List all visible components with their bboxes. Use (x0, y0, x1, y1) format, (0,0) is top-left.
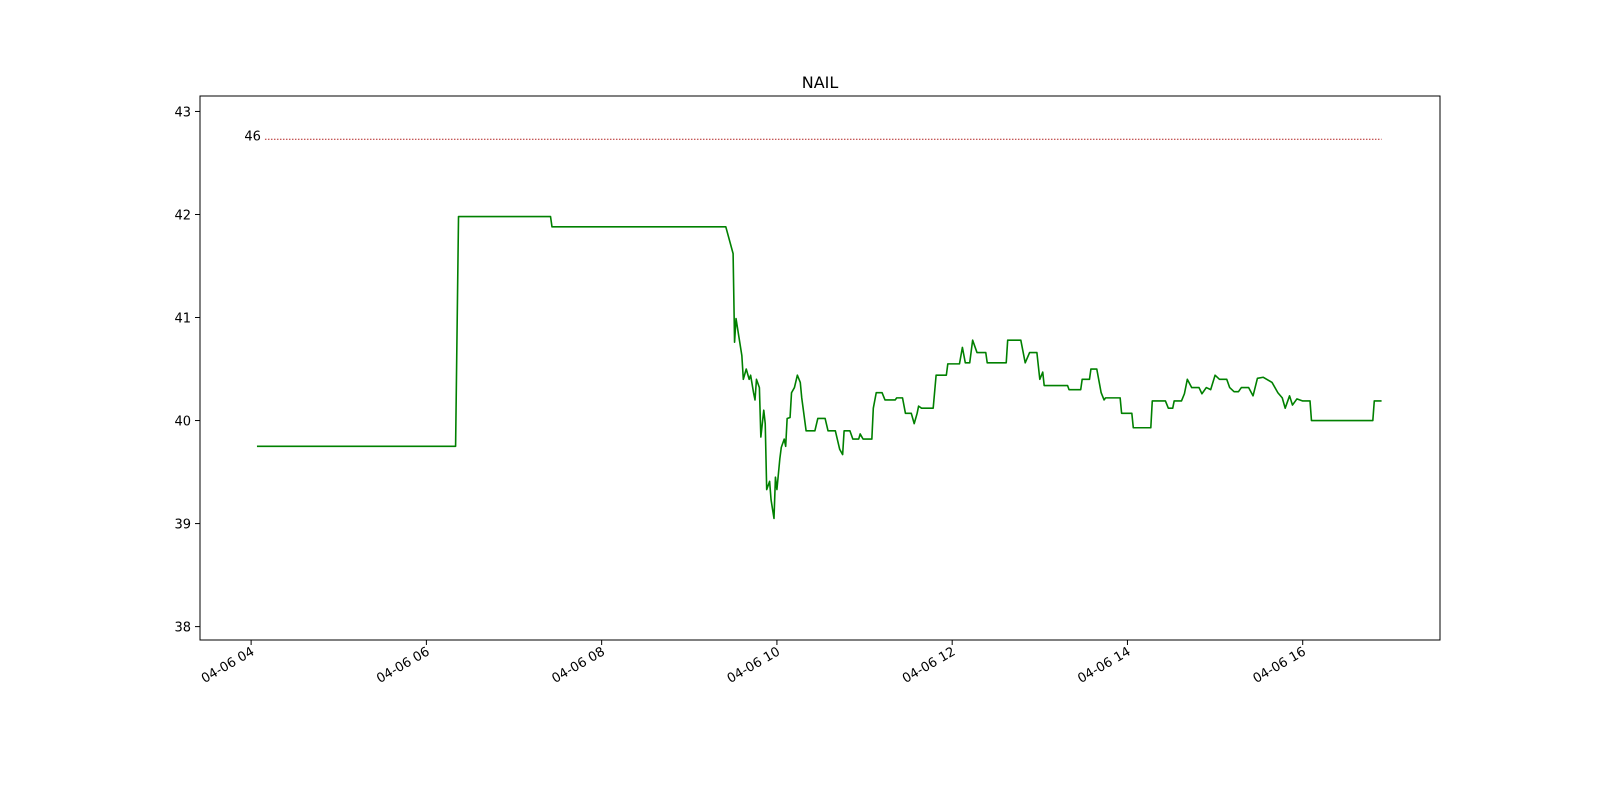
plot-frame (199, 95, 1441, 641)
reference-label: 46 (244, 129, 261, 144)
chart-title: NAIL (802, 73, 839, 92)
y-tick-label: 43 (174, 105, 191, 120)
y-tick-label: 38 (174, 621, 191, 636)
price-line (256, 215, 1382, 520)
y-tick-label: 41 (174, 312, 191, 327)
y-tick-label: 39 (174, 518, 191, 533)
y-tick-label: 40 (174, 415, 191, 430)
y-tick-label: 42 (174, 208, 191, 223)
